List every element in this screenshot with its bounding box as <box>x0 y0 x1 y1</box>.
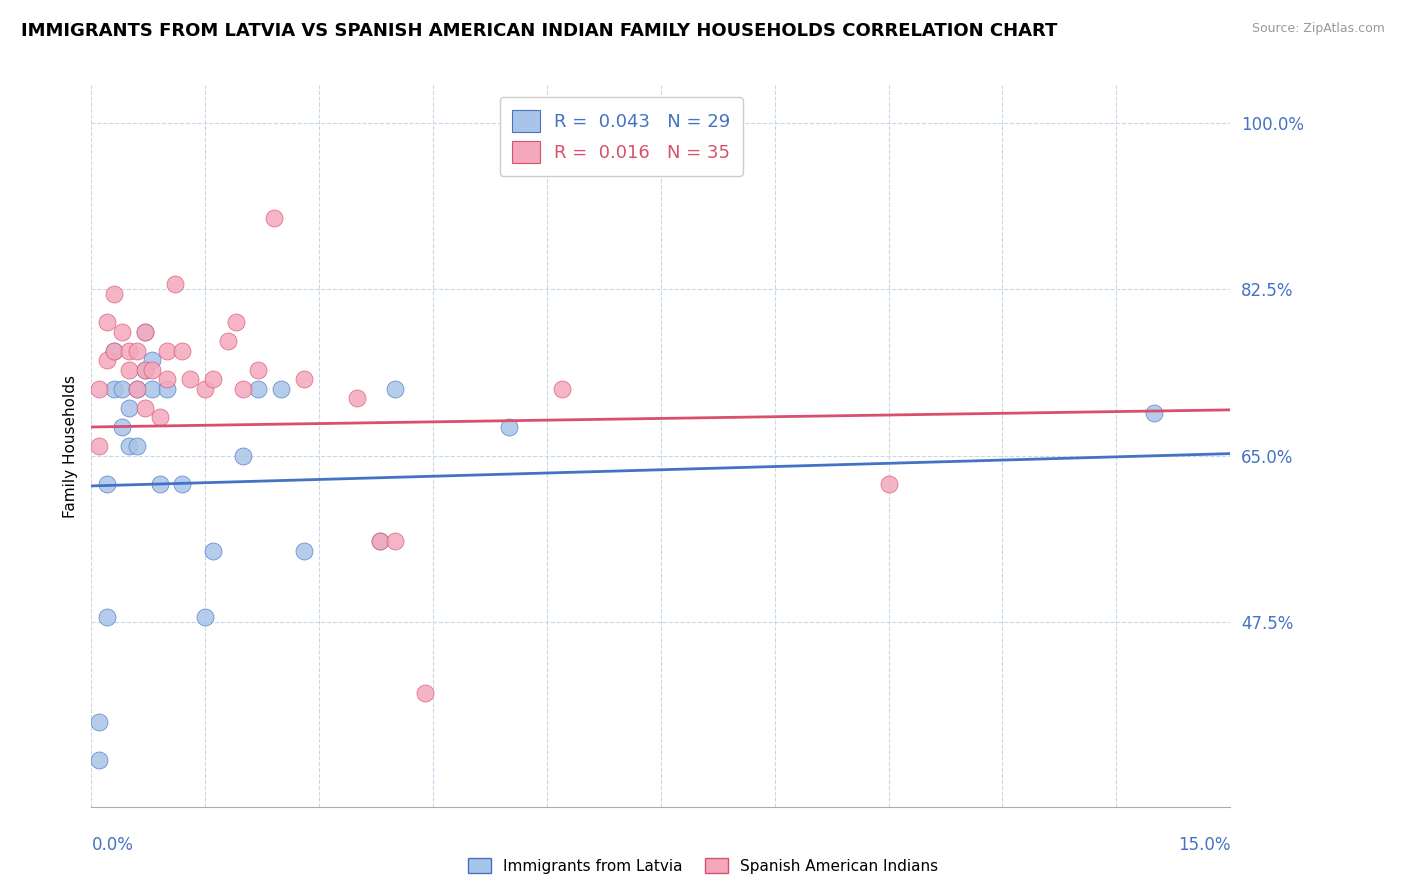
Point <box>125 382 148 396</box>
Point <box>103 382 125 396</box>
Point <box>134 325 156 339</box>
Point <box>134 363 156 377</box>
Point <box>247 363 270 377</box>
Point <box>368 534 391 549</box>
Point <box>194 610 217 624</box>
Point <box>415 686 437 700</box>
Point <box>103 343 125 358</box>
Point <box>125 382 148 396</box>
Point <box>118 363 141 377</box>
Point <box>292 543 315 558</box>
Point <box>247 382 270 396</box>
Point <box>163 277 186 292</box>
Point <box>103 286 125 301</box>
Point <box>134 401 156 415</box>
Point <box>149 410 172 425</box>
Point <box>1143 406 1166 420</box>
Point <box>498 420 520 434</box>
Point <box>217 334 239 349</box>
Point <box>346 392 368 406</box>
Point <box>87 714 110 729</box>
Point <box>201 372 224 386</box>
Point <box>156 382 179 396</box>
Point <box>232 449 254 463</box>
Point <box>111 382 134 396</box>
Point <box>384 382 406 396</box>
Point <box>96 610 118 624</box>
Point <box>96 315 118 329</box>
Point <box>384 534 406 549</box>
Point <box>134 325 156 339</box>
Point <box>125 439 148 453</box>
Point <box>172 477 194 491</box>
Point <box>96 477 118 491</box>
Point <box>118 439 141 453</box>
Point <box>156 372 179 386</box>
Point <box>118 401 141 415</box>
Text: 0.0%: 0.0% <box>91 836 134 855</box>
Point <box>877 477 900 491</box>
Legend: Immigrants from Latvia, Spanish American Indians: Immigrants from Latvia, Spanish American… <box>461 852 945 880</box>
Y-axis label: Family Households: Family Households <box>62 375 77 517</box>
Point <box>551 382 574 396</box>
Point <box>292 372 315 386</box>
Legend: R =  0.043   N = 29, R =  0.016   N = 35: R = 0.043 N = 29, R = 0.016 N = 35 <box>501 97 742 176</box>
Point <box>103 343 125 358</box>
Point <box>111 420 134 434</box>
Point <box>125 343 148 358</box>
Point <box>134 363 156 377</box>
Point <box>232 382 254 396</box>
Point <box>87 439 110 453</box>
Point <box>201 543 224 558</box>
Point <box>87 753 110 767</box>
Point <box>270 382 292 396</box>
Point <box>141 382 163 396</box>
Text: 15.0%: 15.0% <box>1178 836 1230 855</box>
Point <box>118 343 141 358</box>
Point <box>87 382 110 396</box>
Point <box>179 372 201 386</box>
Point <box>225 315 247 329</box>
Point <box>194 382 217 396</box>
Point <box>96 353 118 368</box>
Point <box>141 353 163 368</box>
Text: IMMIGRANTS FROM LATVIA VS SPANISH AMERICAN INDIAN FAMILY HOUSEHOLDS CORRELATION : IMMIGRANTS FROM LATVIA VS SPANISH AMERIC… <box>21 22 1057 40</box>
Point <box>149 477 172 491</box>
Text: Source: ZipAtlas.com: Source: ZipAtlas.com <box>1251 22 1385 36</box>
Point <box>111 325 134 339</box>
Point <box>141 363 163 377</box>
Point <box>368 534 391 549</box>
Point <box>172 343 194 358</box>
Point <box>156 343 179 358</box>
Point <box>263 211 285 225</box>
